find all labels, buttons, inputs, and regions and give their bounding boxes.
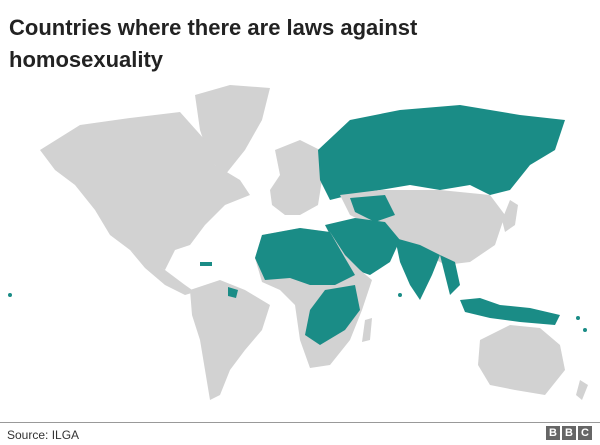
east-southern-africa: [305, 285, 360, 345]
madagascar: [362, 318, 372, 342]
south-america: [190, 280, 270, 400]
southeast-asia: [440, 255, 460, 295]
japan: [502, 200, 518, 232]
new-zealand: [576, 380, 588, 400]
greenland: [195, 85, 270, 175]
north-africa: [255, 228, 355, 285]
indian-ocean-island: [398, 293, 402, 297]
guyana: [228, 287, 238, 298]
south-asia: [395, 238, 440, 300]
world-map: [8, 85, 588, 400]
map-title: Countries where there are laws against h…: [9, 15, 418, 72]
pacific-island: [8, 293, 12, 297]
middle-east: [325, 218, 400, 275]
divider: [0, 422, 600, 423]
source-label: Source: ILGA: [7, 428, 80, 442]
central-asia: [350, 195, 395, 222]
caribbean: [200, 262, 212, 266]
central-america: [130, 250, 195, 295]
north-america: [40, 112, 250, 270]
australia: [478, 325, 565, 395]
pacific-island: [583, 328, 587, 332]
pacific-island: [576, 316, 580, 320]
russia: [318, 105, 565, 200]
indonesia: [460, 298, 560, 325]
europe: [270, 140, 322, 215]
